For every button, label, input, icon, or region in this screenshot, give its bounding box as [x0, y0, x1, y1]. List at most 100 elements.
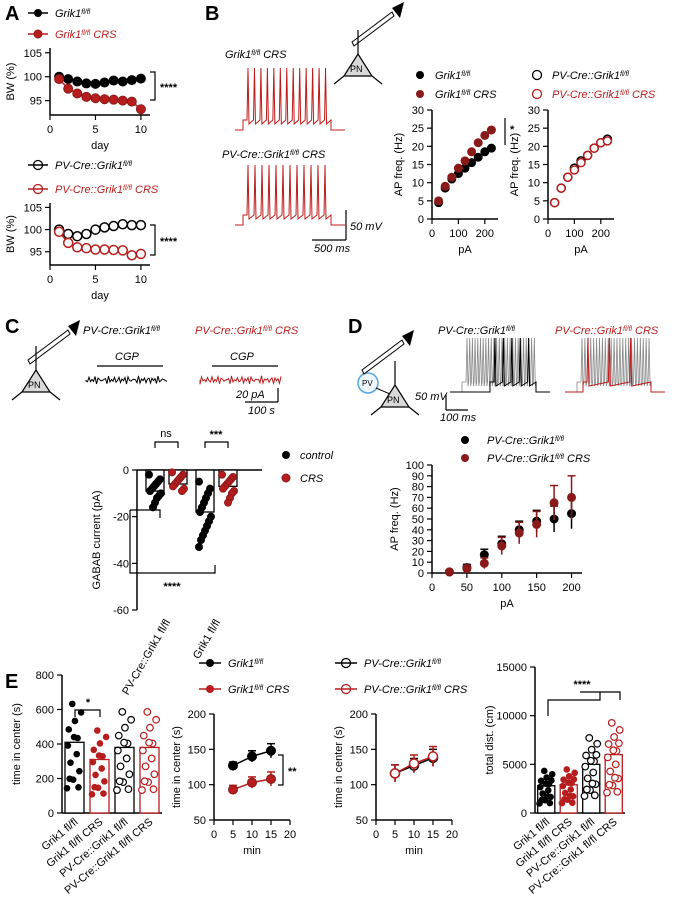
panel-label-b: B — [205, 3, 219, 25]
data-point — [567, 492, 577, 502]
legend-d-pv-crs: PV-Cre::Grik1fl/fl CRS — [487, 453, 591, 465]
scale-label-500ms: 500 ms — [314, 243, 351, 255]
data-point — [266, 774, 276, 785]
significance-label: * — [510, 124, 515, 136]
data-point — [538, 796, 546, 804]
panel-label-d: D — [348, 316, 362, 338]
data-point — [563, 172, 573, 182]
data-point — [576, 157, 586, 168]
data-point — [582, 150, 593, 161]
data-point — [195, 543, 203, 551]
svg-text:PN: PN — [387, 395, 400, 405]
x-tick-label: 20 — [284, 829, 296, 841]
y-axis-label: AP freq. (Hz) — [389, 487, 401, 550]
significance-label: ** — [288, 766, 297, 778]
y-tick-label: 105 — [24, 48, 42, 60]
data-point — [135, 219, 147, 231]
gabab-trace-pv — [85, 375, 168, 385]
gabab-trace-pv-crs — [199, 374, 282, 386]
data-point — [146, 723, 154, 732]
data-point — [76, 767, 83, 775]
y-tick-label: 90 — [412, 471, 424, 483]
significance-bracket — [150, 224, 156, 256]
data-point — [100, 790, 107, 797]
panel-label-a: A — [5, 3, 19, 25]
data-point — [115, 777, 124, 786]
svg-text:PN: PN — [28, 380, 41, 390]
data-point — [81, 242, 92, 254]
legend-c-control: control — [300, 450, 334, 462]
spike-trace-d-crs-gray — [565, 337, 665, 393]
data-point — [126, 75, 137, 86]
data-point — [75, 783, 82, 791]
data-point — [544, 793, 551, 800]
gabab-bar-chart: 0-20-40-60 GABAB current (pA)PV-Cre::Grik… — [91, 428, 262, 697]
significance-bracket — [278, 754, 284, 786]
data-point — [113, 746, 122, 755]
data-point — [72, 76, 83, 87]
y-tick-label: 5 — [418, 196, 424, 208]
y-tick-label: -60 — [113, 605, 129, 617]
data-point — [610, 733, 619, 741]
data-point — [540, 767, 548, 775]
legend-b-grik-crs: Grik1fl/fl CRS — [435, 89, 497, 101]
data-point — [117, 95, 128, 106]
x-axis-label: min — [243, 845, 261, 857]
data-point — [479, 558, 489, 568]
data-point — [567, 786, 575, 793]
data-point — [169, 482, 177, 491]
y-tick-label: 150 — [350, 744, 368, 756]
x-tick-label: 0 — [429, 582, 435, 594]
data-point — [67, 759, 74, 766]
data-point — [88, 790, 96, 798]
y-tick-label: 0 — [521, 808, 527, 820]
data-point — [118, 707, 127, 716]
y-axis-label: time in center (s) — [333, 726, 345, 808]
x-tick-label: 200 — [592, 228, 610, 240]
y-tick-label: 40 — [412, 525, 424, 537]
data-point — [389, 768, 401, 779]
x-tick-label: 0 — [47, 124, 53, 136]
data-point — [467, 147, 477, 157]
y-tick-label: 600 — [36, 705, 54, 717]
legend-a-grik-crs: Grik1fl/fl CRS — [55, 29, 117, 41]
data-point — [147, 754, 156, 763]
data-point — [592, 750, 601, 759]
data-point — [126, 96, 137, 107]
data-point — [96, 740, 104, 747]
pv-cell-label: PV — [362, 379, 373, 388]
data-point — [138, 746, 147, 755]
scale-label-100s: 100 s — [248, 405, 275, 417]
data-point — [126, 219, 138, 231]
data-point — [543, 774, 550, 781]
x-tick-label: 100 — [449, 228, 467, 240]
data-point — [460, 156, 470, 166]
y-tick-label: 100 — [24, 225, 42, 237]
y-tick-label: -20 — [113, 512, 129, 524]
data-point — [581, 762, 590, 771]
data-point — [586, 756, 595, 765]
data-point — [149, 503, 157, 512]
data-point — [560, 776, 567, 783]
x-tick-label: 5 — [92, 274, 98, 286]
data-point — [514, 528, 524, 538]
data-point — [559, 782, 567, 790]
legend-b-pv: PV-Cre::Grik1fl/fl — [552, 70, 629, 82]
scale-label-d-50mv: 50 mV — [415, 391, 448, 403]
legend-marker-b-grik-crs — [416, 90, 424, 98]
y-tick-label: 100 — [406, 460, 424, 472]
y-axis-label: total dist. (cm) — [484, 705, 496, 774]
data-point — [71, 717, 79, 725]
data-point — [486, 125, 496, 135]
data-point — [150, 770, 159, 779]
data-point — [566, 792, 574, 800]
data-point — [197, 536, 205, 544]
data-point — [408, 758, 420, 769]
data-point — [611, 760, 620, 769]
y-tick-label: 0 — [48, 808, 54, 820]
y-tick-label: 200 — [350, 709, 368, 721]
cgp-label-1: CGP — [115, 351, 140, 363]
data-point — [124, 785, 133, 794]
legend-e-pv-crs: PV-Cre::Grik1fl/fl CRS — [364, 684, 468, 696]
data-point — [607, 719, 616, 727]
